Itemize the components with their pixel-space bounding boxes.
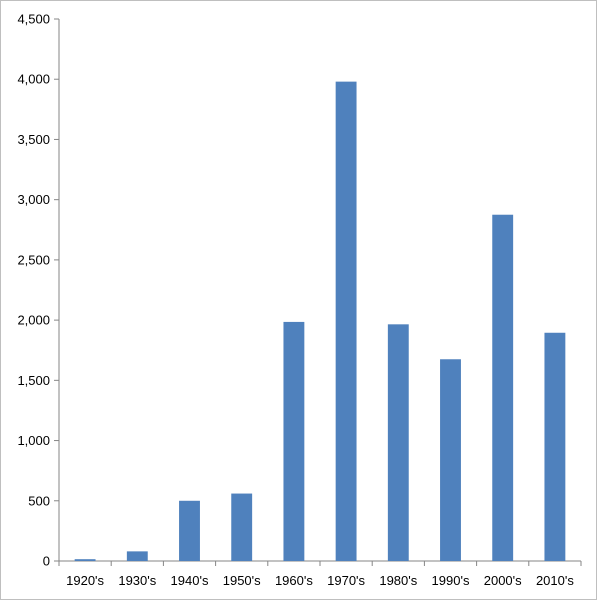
bar (283, 321, 305, 561)
y-tick-label: 1,000 (17, 433, 50, 448)
y-tick-label: 3,000 (17, 192, 50, 207)
bar (544, 332, 566, 561)
x-tick-label: 1960's (275, 573, 313, 588)
x-tick-label: 1970's (327, 573, 365, 588)
bar (492, 214, 514, 561)
y-tick-label: 500 (28, 493, 50, 508)
bar (74, 559, 96, 561)
x-tick-label: 1920's (66, 573, 104, 588)
x-tick-label: 1990's (432, 573, 470, 588)
y-tick-label: 2,000 (17, 313, 50, 328)
x-tick-label: 2000's (484, 573, 522, 588)
y-tick-label: 0 (43, 554, 50, 569)
y-tick-label: 3,500 (17, 132, 50, 147)
y-tick-label: 1,500 (17, 373, 50, 388)
x-tick-label: 1950's (223, 573, 261, 588)
bar (440, 359, 461, 561)
x-tick-label: 1930's (118, 573, 156, 588)
y-tick-label: 2,500 (17, 252, 50, 267)
bar (179, 500, 200, 561)
bar (387, 324, 409, 561)
bar (231, 493, 253, 561)
x-tick-label: 2010's (536, 573, 574, 588)
bar (126, 551, 148, 561)
x-tick-label: 1980's (379, 573, 417, 588)
y-tick-label: 4,000 (17, 72, 50, 87)
bar (335, 81, 357, 562)
x-tick-label: 1940's (171, 573, 209, 588)
y-tick-label: 4,500 (17, 12, 50, 27)
